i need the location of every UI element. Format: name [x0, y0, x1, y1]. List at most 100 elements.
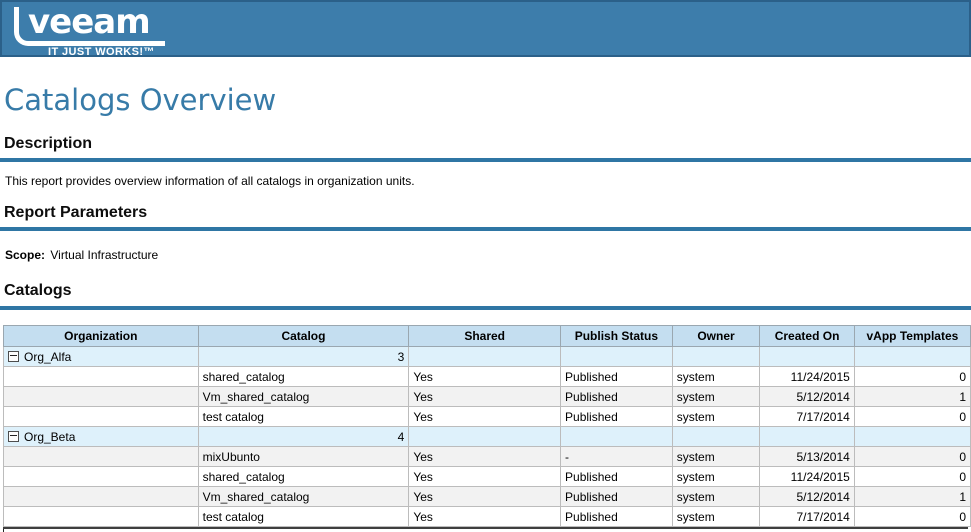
catalog-row: shared_catalog Yes Published system 11/24/20…: [3, 366, 971, 387]
vapp_templates-cell: 0: [853, 366, 971, 387]
catalog-row: test catalog Yes Published system 7/17/2014 0: [3, 506, 971, 527]
organization-name: Org_Beta: [24, 429, 76, 444]
page-title: Catalogs Overview: [4, 83, 277, 117]
empty-cell: [671, 426, 761, 447]
catalog-count-cell: 3: [197, 346, 410, 367]
empty-cell: [671, 346, 761, 367]
group-row-org_beta: Org_Beta 4: [3, 426, 971, 447]
column-header-owner: Owner: [671, 325, 761, 347]
empty-cell: [560, 426, 673, 447]
created_on-cell: 7/17/2014: [759, 506, 855, 527]
created_on-cell: 7/17/2014: [759, 406, 855, 427]
publish_status-cell: Published: [560, 366, 673, 387]
owner-cell: system: [671, 366, 761, 387]
owner-cell: system: [671, 446, 761, 467]
column-header-publish_status: Publish Status: [560, 325, 673, 347]
column-header-catalog: Catalog: [197, 325, 410, 347]
created_on-cell: 5/13/2014: [759, 446, 855, 467]
empty-cell: [853, 426, 971, 447]
catalog-row: mixUbunto Yes - system 5/13/2014 0: [3, 446, 971, 467]
logo-wordmark: veeam: [28, 2, 151, 42]
catalog-cell: test catalog: [197, 406, 410, 427]
catalog-cell: Vm_shared_catalog: [197, 386, 410, 407]
publish_status-cell: Published: [560, 506, 673, 527]
catalog-row: test catalog Yes Published system 7/17/2014 0: [3, 406, 971, 427]
shared-cell: Yes: [408, 386, 562, 407]
column-header-organization: Organization: [3, 325, 199, 347]
catalogs-heading: Catalogs: [4, 282, 72, 299]
owner-cell: system: [671, 406, 761, 427]
shared-cell: Yes: [408, 506, 562, 527]
organization-cell: [3, 466, 199, 487]
column-header-vapp_templates: vApp Templates: [853, 325, 971, 347]
table-header-row: Organization Catalog Shared Publish Status O…: [3, 325, 971, 347]
publish_status-cell: Published: [560, 386, 673, 407]
catalog-cell: shared_catalog: [197, 466, 410, 487]
catalog-row: shared_catalog Yes Published system 11/24/20…: [3, 466, 971, 487]
organization-cell: [3, 366, 199, 387]
organization-cell: [3, 446, 199, 467]
catalogs-table: Organization Catalog Shared Publish Status O…: [3, 325, 971, 527]
scope-value: Virtual Infrastructure: [50, 248, 159, 262]
veeam-banner: veeam IT JUST WORKS!™: [0, 0, 971, 58]
vapp_templates-cell: 0: [853, 466, 971, 487]
publish_status-cell: Published: [560, 406, 673, 427]
owner-cell: system: [671, 506, 761, 527]
report-parameters-heading: Report Parameters: [4, 204, 148, 221]
empty-cell: [408, 346, 562, 367]
created_on-cell: 11/24/2015: [759, 366, 855, 387]
organization-cell: [3, 486, 199, 507]
vapp_templates-cell: 0: [853, 406, 971, 427]
publish_status-cell: Published: [560, 466, 673, 487]
owner-cell: system: [671, 486, 761, 507]
created_on-cell: 11/24/2015: [759, 466, 855, 487]
logo-tagline: IT JUST WORKS!™: [48, 46, 155, 58]
created_on-cell: 5/12/2014: [759, 386, 855, 407]
scope-line: Scope: Virtual Infrastructure: [5, 249, 971, 262]
shared-cell: Yes: [408, 446, 562, 467]
catalog-cell: test catalog: [197, 506, 410, 527]
column-header-shared: Shared: [408, 325, 562, 347]
owner-cell: system: [671, 386, 761, 407]
group-row-org_alfa: Org_Alfa 3: [3, 346, 971, 367]
vapp_templates-cell: 1: [853, 486, 971, 507]
publish_status-cell: -: [560, 446, 673, 467]
catalog-count-cell: 4: [197, 426, 410, 447]
catalog-row: Vm_shared_catalog Yes Published system 5/12/…: [3, 386, 971, 407]
collapse-icon[interactable]: [8, 350, 19, 362]
vapp_templates-cell: 1: [853, 386, 971, 407]
shared-cell: Yes: [408, 486, 562, 507]
empty-cell: [853, 346, 971, 367]
publish_status-cell: Published: [560, 486, 673, 507]
organization-cell: [3, 506, 199, 527]
section-rule: [0, 227, 971, 231]
empty-cell: [560, 346, 673, 367]
shared-cell: Yes: [408, 406, 562, 427]
organization-cell: Org_Alfa: [3, 346, 199, 367]
scope-label: Scope:: [5, 248, 46, 262]
catalog-cell: shared_catalog: [197, 366, 410, 387]
created_on-cell: 5/12/2014: [759, 486, 855, 507]
empty-cell: [408, 426, 562, 447]
description-text: This report provides overview informatio…: [5, 174, 415, 188]
section-rule: [0, 158, 971, 162]
veeam-logo: veeam IT JUST WORKS!™: [12, 2, 182, 58]
organization-cell: [3, 386, 199, 407]
description-heading: Description: [4, 135, 93, 152]
column-header-created_on: Created On: [759, 325, 855, 347]
empty-cell: [759, 426, 855, 447]
catalog-cell: Vm_shared_catalog: [197, 486, 410, 507]
vapp_templates-cell: 0: [853, 446, 971, 467]
table-bottom-border: [3, 527, 968, 529]
collapse-icon[interactable]: [8, 430, 19, 442]
shared-cell: Yes: [408, 366, 562, 387]
section-rule: [0, 306, 971, 310]
owner-cell: system: [671, 466, 761, 487]
empty-cell: [759, 346, 855, 367]
organization-cell: Org_Beta: [3, 426, 199, 447]
vapp_templates-cell: 0: [853, 506, 971, 527]
catalog-row: Vm_shared_catalog Yes Published system 5/12/…: [3, 486, 971, 507]
catalog-cell: mixUbunto: [197, 446, 410, 467]
organization-cell: [3, 406, 199, 427]
organization-name: Org_Alfa: [24, 349, 72, 364]
